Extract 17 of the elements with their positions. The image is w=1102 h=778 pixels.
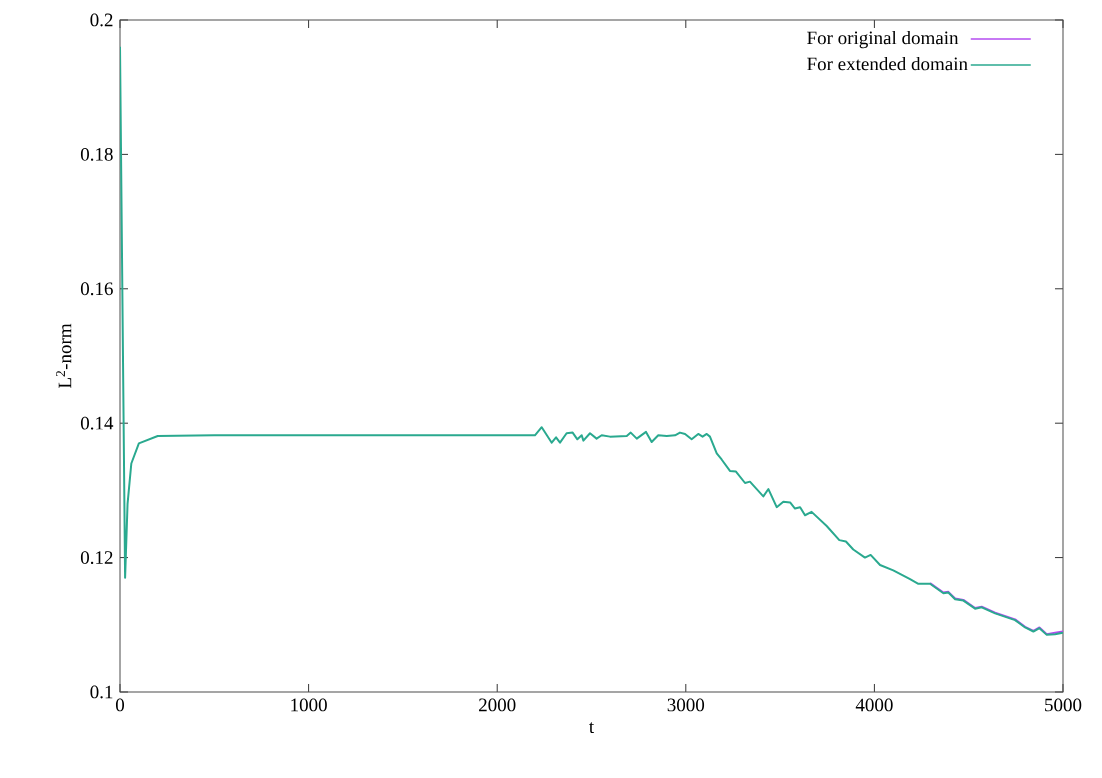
y-tick-label: 0.18	[80, 147, 113, 161]
x-tick-label: 3000	[667, 698, 705, 712]
y-axis-title: L$^{2}$-norm	[56, 323, 72, 389]
x-tick-label: 4000	[855, 698, 893, 712]
x-tick-label: 5000	[1045, 698, 1082, 712]
x-tick-label: 1000	[291, 698, 327, 712]
x-tick-label: 0	[115, 698, 125, 712]
line-series	[929, 582, 1063, 636]
y-tick-label: 0.12	[80, 551, 113, 565]
x-tick-label: 2000	[479, 698, 516, 712]
y-tick-label: 0.2	[90, 13, 113, 27]
y-tick-label: 0.14	[80, 416, 114, 430]
legend-label: For original domain	[807, 30, 959, 49]
y-tick-label: 0.16	[80, 282, 113, 296]
legend-label: For extended domain	[807, 56, 968, 71]
x-axis-title: t	[589, 722, 595, 734]
y-tick-label: 0.1	[90, 685, 113, 699]
